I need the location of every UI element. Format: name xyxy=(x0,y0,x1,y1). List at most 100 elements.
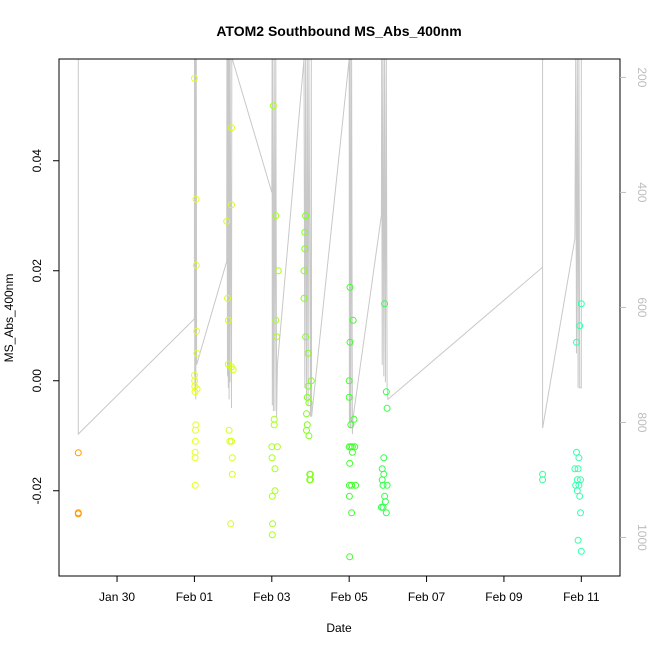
data-point xyxy=(190,74,198,82)
data-point xyxy=(304,349,312,357)
data-point xyxy=(228,454,236,462)
data-point xyxy=(192,421,200,429)
data-point xyxy=(228,124,235,132)
data-point xyxy=(347,421,355,429)
data-point xyxy=(349,316,357,324)
data-point xyxy=(345,492,353,500)
data-point xyxy=(346,283,354,291)
data-point xyxy=(303,410,310,418)
data-point xyxy=(301,228,309,236)
data-point xyxy=(380,470,388,478)
y2-tick-label: 1000 xyxy=(635,524,649,551)
data-point xyxy=(302,333,310,341)
data-point xyxy=(224,316,232,324)
data-point xyxy=(268,492,276,500)
data-point xyxy=(268,531,276,539)
data-point xyxy=(74,449,82,457)
data-point xyxy=(193,385,201,393)
y2-tick-label: 400 xyxy=(635,182,649,202)
data-point xyxy=(576,322,584,330)
data-point xyxy=(577,509,584,517)
data-point xyxy=(272,316,280,324)
data-point xyxy=(302,212,310,220)
data-point xyxy=(193,327,201,335)
x-tick-label: Feb 03 xyxy=(253,590,291,604)
data-point xyxy=(577,547,585,555)
data-point xyxy=(577,300,585,308)
data-point xyxy=(345,393,353,401)
data-point xyxy=(274,267,282,275)
data-point xyxy=(224,294,231,302)
data-point xyxy=(193,349,201,357)
data-point xyxy=(573,338,580,346)
data-point xyxy=(307,377,315,385)
y-tick-label: 0.04 xyxy=(30,149,44,173)
data-point xyxy=(269,102,277,110)
data-point xyxy=(223,217,231,225)
data-point xyxy=(307,476,314,484)
y-tick-label: 0.02 xyxy=(30,259,44,283)
data-point xyxy=(382,388,390,396)
data-point xyxy=(381,300,389,308)
data-point xyxy=(382,509,390,517)
data-point xyxy=(383,404,391,412)
data-point xyxy=(303,421,311,429)
x-tick-label: Feb 11 xyxy=(563,590,600,604)
data-point xyxy=(191,481,199,489)
overlay-line xyxy=(77,58,582,436)
data-point xyxy=(268,454,276,462)
data-point xyxy=(227,520,235,528)
y-axis-label: MS_Abs_400nm xyxy=(2,274,16,363)
y2-tick-label: 800 xyxy=(635,412,649,432)
data-point xyxy=(74,510,82,518)
data-point xyxy=(574,536,582,544)
data-point xyxy=(345,377,353,385)
x-axis-label: Date xyxy=(326,621,352,635)
data-point xyxy=(346,338,354,346)
data-point xyxy=(192,195,200,203)
data-point xyxy=(191,437,199,445)
data-point xyxy=(379,481,387,489)
data-point xyxy=(273,443,281,451)
data-point xyxy=(228,363,235,371)
y2-tick-label: 200 xyxy=(635,67,649,87)
data-point xyxy=(225,426,233,434)
data-point xyxy=(271,487,279,495)
data-point xyxy=(348,481,356,489)
data-point xyxy=(571,465,579,473)
data-point xyxy=(305,399,313,407)
y-axis: -0.02 0.00 0.02 0.04 xyxy=(30,149,60,504)
data-point xyxy=(228,201,235,209)
x-tick-label: Feb 05 xyxy=(330,590,368,604)
y2-axis: 200 400 600 800 1000 xyxy=(620,67,649,551)
x-tick-label: Feb 09 xyxy=(485,590,523,604)
data-point xyxy=(539,476,547,484)
data-point xyxy=(351,443,359,451)
data-point xyxy=(380,454,388,462)
data-point xyxy=(269,520,277,528)
plot-frame xyxy=(58,58,621,577)
x-tick-label: Feb 07 xyxy=(408,590,446,604)
data-point xyxy=(300,294,308,302)
points-layer xyxy=(74,74,585,561)
data-point xyxy=(228,437,235,445)
data-point xyxy=(348,509,356,517)
data-point xyxy=(305,432,313,440)
data-point xyxy=(272,212,280,220)
x-tick-label: Jan 30 xyxy=(99,590,135,604)
data-point xyxy=(381,498,389,506)
data-point xyxy=(271,465,279,473)
data-point xyxy=(270,421,278,429)
data-point xyxy=(304,382,312,390)
data-point xyxy=(192,261,200,269)
data-point xyxy=(577,476,584,484)
x-tick-label: Feb 01 xyxy=(176,590,214,604)
chart-title: ATOM2 Southbound MS_Abs_400nm xyxy=(216,23,461,39)
data-point xyxy=(300,267,308,275)
x-axis: Jan 30 Feb 01 Feb 03 Feb 05 Feb 07 Feb 09 Feb … xyxy=(99,576,600,604)
data-point xyxy=(346,553,354,561)
data-point xyxy=(575,454,583,462)
overlay-line-layer xyxy=(77,58,582,436)
data-point xyxy=(350,415,358,423)
